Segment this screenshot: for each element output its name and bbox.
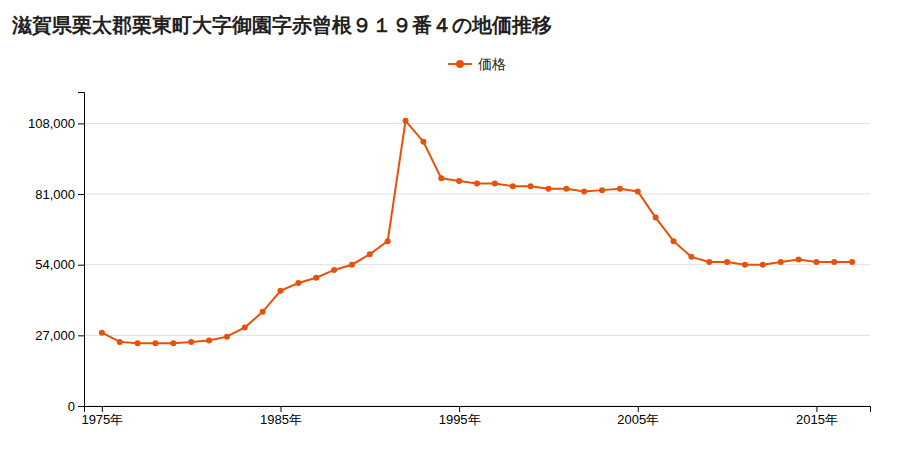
y-tick-mark [78, 265, 84, 266]
x-axis-line [85, 407, 871, 413]
point [635, 188, 641, 194]
y-tick: 0 [68, 399, 84, 414]
x-tick: 1985年 [260, 406, 302, 427]
y-tick-label: 54,000 [35, 257, 75, 272]
marks [99, 118, 855, 346]
x-tick-label: 1995年 [439, 412, 481, 427]
y-tick-label: 0 [68, 399, 75, 414]
y-tick-mark [78, 406, 84, 407]
x-tick: 1995年 [439, 406, 481, 427]
grid-line [84, 335, 870, 336]
y-tick: 54,000 [35, 257, 84, 272]
point [581, 188, 587, 194]
y-tick: 27,000 [35, 328, 84, 343]
grid-line [84, 194, 870, 195]
legend-item: 価格 [448, 56, 506, 72]
point [331, 267, 337, 273]
point [438, 175, 444, 181]
point [99, 330, 105, 336]
x-tick-label: 2015年 [796, 412, 838, 427]
point [653, 215, 659, 221]
point [260, 309, 266, 315]
point [671, 238, 677, 244]
x-tick: 2015年 [796, 406, 838, 427]
point [528, 183, 534, 189]
x-axis: 1975年 1985年 1995年 2005年 2015年 [81, 406, 870, 427]
plot: 1975年 1985年 1995年 2005年 2015年 0 27,000 54,000 81… [28, 93, 871, 428]
x-tick-mark [102, 406, 103, 412]
legend-marker [456, 60, 464, 68]
y-axis-line [78, 93, 85, 407]
legend: 価格 [448, 56, 506, 72]
y-tick-mark [78, 194, 84, 195]
y-axis: 0 27,000 54,000 81,000 108,000 [28, 93, 85, 414]
point [742, 262, 748, 268]
point [313, 275, 319, 281]
point [617, 186, 623, 192]
y-tick-label: 81,000 [35, 187, 75, 202]
line [102, 121, 852, 343]
x-tick-label: 1975年 [81, 412, 123, 427]
x-tick-mark [816, 406, 817, 412]
point [456, 178, 462, 184]
point [545, 186, 551, 192]
point [420, 139, 426, 145]
point [295, 280, 301, 286]
point [135, 340, 141, 346]
x-tick-mark [281, 406, 282, 412]
y-tick-mark [78, 123, 84, 124]
point [706, 259, 712, 265]
x-tick-mark [638, 406, 639, 412]
point [599, 187, 605, 193]
point [224, 334, 230, 340]
chart: 滋賀県栗太郡栗東町大字御園字赤曾根９１９番４の地価推移 1975年 1985年 199… [0, 0, 900, 450]
grid-line [84, 123, 870, 124]
point [724, 259, 730, 265]
x-tick-label: 2005年 [617, 412, 659, 427]
y-tick: 81,000 [35, 187, 84, 202]
point [367, 251, 373, 257]
point [849, 259, 855, 265]
y-tick-mark [78, 335, 84, 336]
y-tick-label: 27,000 [35, 328, 75, 343]
x-tick: 2005年 [617, 406, 659, 427]
title: 滋賀県栗太郡栗東町大字御園字赤曾根９１９番４の地価推移 [11, 13, 552, 37]
point [492, 181, 498, 187]
point [188, 339, 194, 345]
x-tick-mark [459, 406, 460, 412]
y-tick: 108,000 [28, 116, 84, 131]
point [170, 340, 176, 346]
point [510, 183, 516, 189]
point [152, 340, 158, 346]
point [796, 256, 802, 262]
point [278, 288, 284, 294]
point [831, 259, 837, 265]
point [688, 254, 694, 260]
point [242, 325, 248, 331]
point [403, 118, 409, 124]
point [349, 262, 355, 268]
point [385, 238, 391, 244]
point [563, 186, 569, 192]
point [778, 259, 784, 265]
point [117, 339, 123, 345]
point [206, 338, 212, 344]
x-tick-label: 1985年 [260, 412, 302, 427]
point [813, 259, 819, 265]
legend-label: 価格 [478, 56, 506, 72]
y-tick-label: 108,000 [28, 116, 75, 131]
point [474, 181, 480, 187]
point [760, 262, 766, 268]
x-tick: 1975年 [81, 406, 123, 427]
